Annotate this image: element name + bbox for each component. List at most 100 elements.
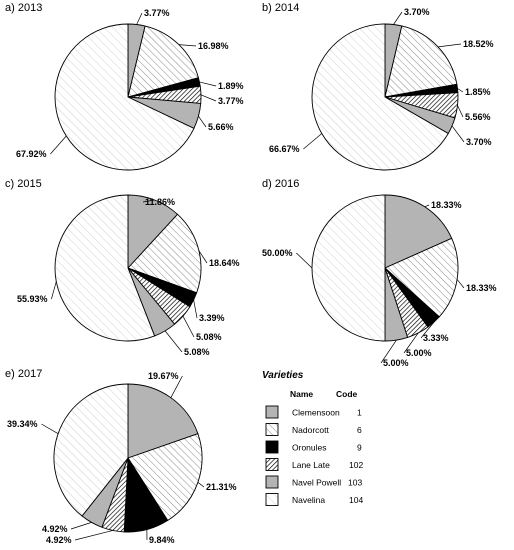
- legend: Varieties Name Code Clemensoon 1 Nadorcott…: [262, 370, 363, 506]
- legend-item-code: 104: [349, 495, 363, 505]
- value-label-nadorcott: 18.64%: [209, 258, 240, 268]
- leader-line: [182, 315, 195, 338]
- legend-item-name: Lane Late: [292, 460, 330, 470]
- leader-line: [142, 199, 155, 203]
- pie-panel-2: b) 2014 3.70% 18.52% 1.85% 5.56% 3.70% 66.67%: [262, 2, 494, 171]
- leader-line: [178, 44, 197, 47]
- pie-panel-4: d) 2016 18.33% 18.33% 3.33% 5.00%5.00% 50.00%: [262, 178, 497, 368]
- value-label-clemensoon: 11.86%: [145, 197, 175, 207]
- leader-line: [457, 105, 464, 118]
- leader-line: [200, 94, 217, 102]
- value-label-lane-late: 3.77%: [218, 96, 244, 106]
- pie-slice-nadorcott: [127, 213, 202, 294]
- legend-item-code: 102: [349, 460, 363, 470]
- legend-swatch-oronules: [265, 440, 279, 454]
- pie-slice-nadorcott: [384, 25, 458, 98]
- leader-line: [457, 88, 464, 93]
- value-label-lane-late: 5.00%: [406, 348, 432, 358]
- pie-slice-nadorcott: [384, 237, 459, 318]
- panel-title: e) 2017: [5, 368, 42, 380]
- legend-item-name: Oronules: [292, 443, 327, 453]
- pie-panel-3: c) 2015 11.86% 18.64% 3.39% 5.08% 5.08% 55.93%: [5, 178, 240, 357]
- legend-item-name: Nadorcott: [292, 425, 329, 435]
- leader-line: [51, 281, 57, 300]
- leader-line: [424, 204, 430, 208]
- leader-line: [380, 339, 397, 364]
- legend-title: Varieties: [262, 370, 304, 381]
- pie-panel-1: a) 2013 3.77% 16.98% 1.89% 3.77% 5.66% 67.92%: [5, 2, 244, 171]
- leader-line: [393, 11, 403, 25]
- pie-slice-clemensoon: [384, 194, 453, 269]
- legend-swatch-nadorcott: [265, 423, 279, 436]
- legend-item-name: Clemensoon: [292, 408, 340, 418]
- value-label-clemensoon: 3.70%: [404, 7, 430, 17]
- legend-item-code: 9: [357, 443, 362, 453]
- panel-title: c) 2015: [5, 178, 42, 190]
- leader-line: [451, 125, 465, 143]
- panel-title: b) 2014: [262, 2, 299, 14]
- legend-swatch-lane-late: [265, 458, 279, 471]
- value-label-oronules: 9.84%: [149, 535, 175, 545]
- value-label-nadorcott: 16.98%: [198, 41, 229, 51]
- leader-line: [198, 116, 207, 128]
- pie-panel-5: e) 2017 19.67% 21.31% 9.84% 4.92%4.92% 39.34%: [5, 368, 237, 545]
- leader-line: [198, 250, 208, 264]
- value-label-oronules: 1.89%: [218, 81, 244, 91]
- legend-item-name: Navelina: [292, 495, 325, 505]
- legend-swatch-navelina: [265, 493, 279, 506]
- legend-swatch-clemensoon: [265, 405, 279, 419]
- pie-slice-nadorcott: [127, 433, 203, 522]
- leader-line: [303, 133, 323, 150]
- value-label-lane-late: 5.56%: [465, 112, 491, 122]
- leader-line: [193, 299, 198, 319]
- pie-slice-navelina: [54, 194, 156, 342]
- value-label-navelina: 39.34%: [7, 419, 38, 429]
- value-label-nadorcott: 21.31%: [206, 482, 237, 492]
- leader-line: [403, 332, 419, 354]
- panel-title: a) 2013: [5, 2, 42, 14]
- leader-line: [136, 12, 143, 25]
- leader-line: [164, 330, 183, 353]
- leader-line: [170, 375, 183, 398]
- leader-line: [199, 81, 217, 87]
- value-label-oronules: 1.85%: [465, 87, 491, 97]
- leader-line: [296, 252, 313, 269]
- value-label-navelina: 66.67%: [269, 144, 300, 154]
- value-label-oronules: 3.39%: [199, 313, 225, 323]
- value-label-navel-powell: 5.08%: [184, 347, 210, 357]
- value-label-navelina: 67.92%: [16, 149, 47, 159]
- value-label-oronules: 3.33%: [423, 333, 449, 343]
- leader-line: [420, 322, 435, 339]
- value-label-nadorcott: 18.52%: [463, 39, 494, 49]
- value-label-lane-late: 4.92%: [46, 535, 72, 545]
- legend-item-code: 103: [348, 478, 362, 488]
- value-label-navel-powell: 5.66%: [208, 122, 234, 132]
- value-label-navelina: 50.00%: [262, 248, 293, 258]
- value-label-navel-powell: 3.70%: [466, 137, 492, 147]
- panel-title: d) 2016: [262, 178, 299, 190]
- legend-item-name: Navel Powell: [292, 478, 341, 488]
- legend-item-code: 1: [357, 408, 362, 418]
- value-label-navel-powell: 5.00%: [383, 358, 409, 368]
- value-label-nadorcott: 18.33%: [466, 283, 497, 293]
- leader-line: [438, 43, 462, 48]
- leader-line: [456, 279, 465, 289]
- leader-line: [50, 135, 67, 155]
- pie-slice-navelina: [311, 23, 449, 171]
- leader-line: [197, 482, 205, 488]
- legend-item-code: 6: [357, 425, 362, 435]
- value-label-navel-powell: 4.92%: [42, 524, 68, 534]
- value-label-clemensoon: 19.67%: [148, 371, 179, 381]
- legend-swatch-navel-powell: [265, 475, 279, 489]
- value-label-lane-late: 5.08%: [196, 332, 222, 342]
- leader-line: [70, 522, 92, 530]
- pie-slice-navelina: [311, 194, 386, 342]
- value-label-clemensoon: 3.77%: [144, 8, 170, 18]
- pie-slice-nadorcott: [127, 25, 199, 98]
- value-label-navelina: 55.93%: [17, 294, 48, 304]
- leader-line: [41, 423, 59, 434]
- legend-name-header: Name: [290, 389, 313, 399]
- legend-code-header: Code: [336, 389, 358, 399]
- leader-line: [74, 530, 113, 541]
